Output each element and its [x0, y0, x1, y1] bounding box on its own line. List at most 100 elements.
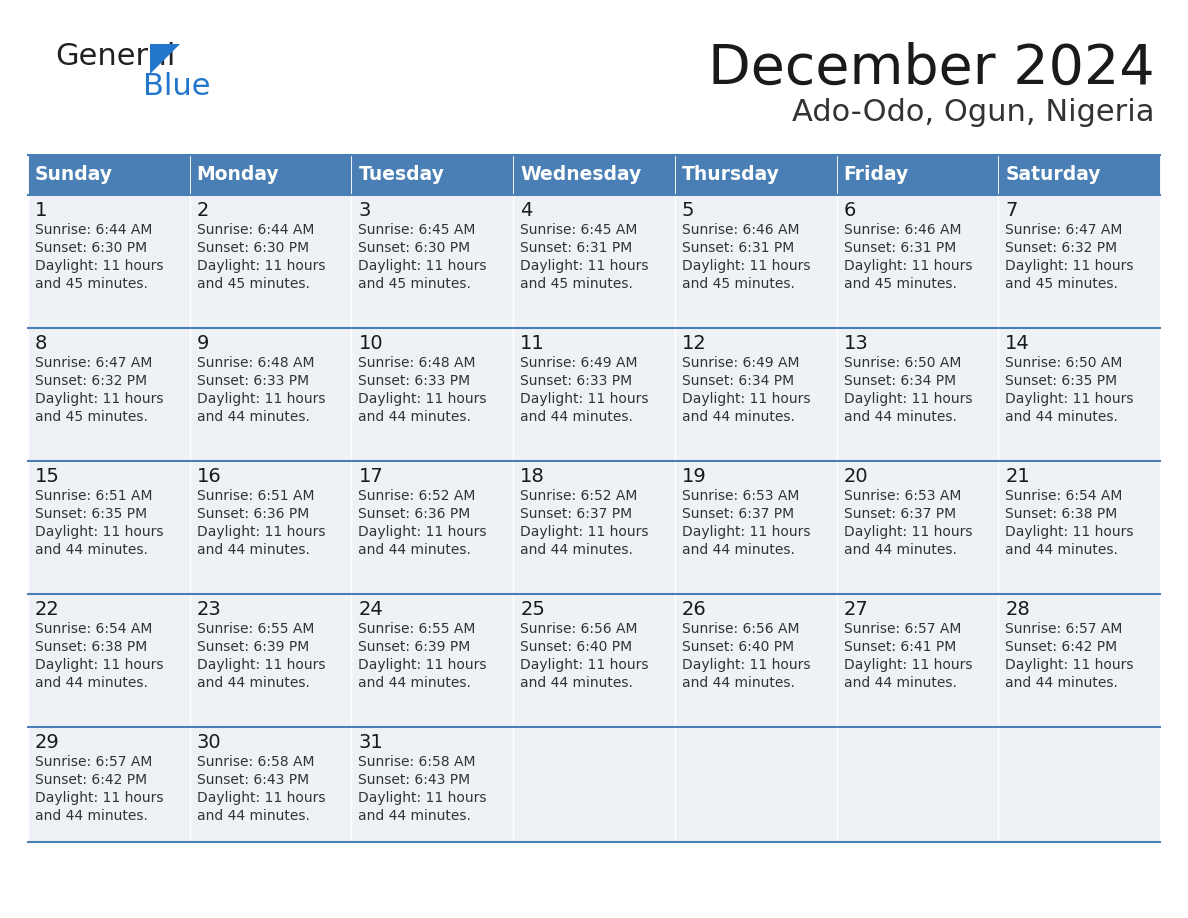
Text: and 44 minutes.: and 44 minutes. [682, 543, 795, 557]
Text: Daylight: 11 hours: Daylight: 11 hours [359, 791, 487, 805]
Text: 25: 25 [520, 600, 545, 619]
Text: Daylight: 11 hours: Daylight: 11 hours [359, 658, 487, 672]
Text: Sunrise: 6:48 AM: Sunrise: 6:48 AM [197, 356, 314, 370]
Text: and 44 minutes.: and 44 minutes. [34, 809, 147, 823]
Text: Daylight: 11 hours: Daylight: 11 hours [682, 658, 810, 672]
Text: Sunrise: 6:50 AM: Sunrise: 6:50 AM [1005, 356, 1123, 370]
Bar [998, 461, 1159, 594]
Text: Sunrise: 6:48 AM: Sunrise: 6:48 AM [359, 356, 476, 370]
Text: Sunset: 6:32 PM: Sunset: 6:32 PM [34, 374, 147, 388]
Text: 29: 29 [34, 733, 59, 752]
Text: Daylight: 11 hours: Daylight: 11 hours [1005, 658, 1133, 672]
Bar [29, 328, 190, 461]
Text: 28: 28 [1005, 600, 1030, 619]
Text: Sunset: 6:34 PM: Sunset: 6:34 PM [682, 374, 794, 388]
Text: 5: 5 [682, 201, 694, 220]
Bar [352, 461, 513, 594]
Text: Sunrise: 6:49 AM: Sunrise: 6:49 AM [520, 356, 638, 370]
Text: Daylight: 11 hours: Daylight: 11 hours [197, 259, 326, 273]
Text: and 44 minutes.: and 44 minutes. [1005, 410, 1118, 424]
Bar [513, 461, 675, 594]
Text: Sunset: 6:33 PM: Sunset: 6:33 PM [359, 374, 470, 388]
Text: Sunrise: 6:52 AM: Sunrise: 6:52 AM [359, 489, 476, 503]
Text: 14: 14 [1005, 334, 1030, 353]
Text: Sunrise: 6:44 AM: Sunrise: 6:44 AM [34, 223, 152, 237]
Text: Sunset: 6:39 PM: Sunset: 6:39 PM [359, 640, 470, 654]
Text: and 44 minutes.: and 44 minutes. [520, 543, 633, 557]
Bar [513, 594, 675, 727]
Text: Daylight: 11 hours: Daylight: 11 hours [682, 392, 810, 406]
Text: Daylight: 11 hours: Daylight: 11 hours [843, 392, 972, 406]
Text: Sunset: 6:34 PM: Sunset: 6:34 PM [843, 374, 955, 388]
Text: Sunset: 6:38 PM: Sunset: 6:38 PM [1005, 507, 1118, 521]
Text: Sunset: 6:35 PM: Sunset: 6:35 PM [1005, 374, 1118, 388]
Bar [998, 195, 1159, 328]
Text: Daylight: 11 hours: Daylight: 11 hours [197, 525, 326, 539]
Bar [836, 328, 998, 461]
Text: 26: 26 [682, 600, 707, 619]
Polygon shape [150, 44, 181, 74]
Text: Sunset: 6:42 PM: Sunset: 6:42 PM [34, 773, 147, 787]
Text: Sunset: 6:33 PM: Sunset: 6:33 PM [520, 374, 632, 388]
Text: and 44 minutes.: and 44 minutes. [34, 676, 147, 690]
Bar [836, 155, 998, 195]
Text: and 45 minutes.: and 45 minutes. [359, 277, 472, 291]
Text: Sunrise: 6:54 AM: Sunrise: 6:54 AM [34, 622, 152, 636]
Bar [352, 328, 513, 461]
Bar [190, 727, 352, 842]
Text: 24: 24 [359, 600, 384, 619]
Text: Sunrise: 6:47 AM: Sunrise: 6:47 AM [34, 356, 152, 370]
Text: 1: 1 [34, 201, 48, 220]
Text: Blue: Blue [143, 72, 210, 101]
Text: Sunrise: 6:52 AM: Sunrise: 6:52 AM [520, 489, 638, 503]
Text: Daylight: 11 hours: Daylight: 11 hours [1005, 525, 1133, 539]
Bar [352, 594, 513, 727]
Text: Tuesday: Tuesday [359, 165, 444, 185]
Text: Sunset: 6:38 PM: Sunset: 6:38 PM [34, 640, 147, 654]
Text: and 45 minutes.: and 45 minutes. [682, 277, 795, 291]
Text: Sunset: 6:33 PM: Sunset: 6:33 PM [197, 374, 309, 388]
Text: 19: 19 [682, 467, 707, 486]
Text: Sunset: 6:35 PM: Sunset: 6:35 PM [34, 507, 147, 521]
Text: Sunset: 6:37 PM: Sunset: 6:37 PM [682, 507, 794, 521]
Text: Daylight: 11 hours: Daylight: 11 hours [34, 658, 164, 672]
Text: Thursday: Thursday [682, 165, 779, 185]
Text: Daylight: 11 hours: Daylight: 11 hours [682, 259, 810, 273]
Bar [190, 195, 352, 328]
Bar [675, 195, 836, 328]
Text: 9: 9 [197, 334, 209, 353]
Bar [513, 195, 675, 328]
Text: and 44 minutes.: and 44 minutes. [359, 543, 472, 557]
Bar [513, 328, 675, 461]
Text: Sunset: 6:37 PM: Sunset: 6:37 PM [520, 507, 632, 521]
Bar [675, 328, 836, 461]
Bar [29, 461, 190, 594]
Text: Sunrise: 6:56 AM: Sunrise: 6:56 AM [682, 622, 800, 636]
Text: Daylight: 11 hours: Daylight: 11 hours [359, 525, 487, 539]
Text: 17: 17 [359, 467, 384, 486]
Text: Daylight: 11 hours: Daylight: 11 hours [682, 525, 810, 539]
Text: and 45 minutes.: and 45 minutes. [843, 277, 956, 291]
Bar [998, 155, 1159, 195]
Text: Sunrise: 6:53 AM: Sunrise: 6:53 AM [682, 489, 800, 503]
Text: 15: 15 [34, 467, 59, 486]
Bar [836, 195, 998, 328]
Text: Sunrise: 6:46 AM: Sunrise: 6:46 AM [682, 223, 800, 237]
Text: 7: 7 [1005, 201, 1018, 220]
Text: Sunrise: 6:47 AM: Sunrise: 6:47 AM [1005, 223, 1123, 237]
Text: 21: 21 [1005, 467, 1030, 486]
Text: 18: 18 [520, 467, 545, 486]
Text: 10: 10 [359, 334, 383, 353]
Text: and 44 minutes.: and 44 minutes. [843, 676, 956, 690]
Text: Sunset: 6:30 PM: Sunset: 6:30 PM [34, 241, 147, 255]
Bar [190, 328, 352, 461]
Text: Sunset: 6:36 PM: Sunset: 6:36 PM [197, 507, 309, 521]
Text: Sunset: 6:30 PM: Sunset: 6:30 PM [359, 241, 470, 255]
Text: Sunrise: 6:44 AM: Sunrise: 6:44 AM [197, 223, 314, 237]
Bar [998, 328, 1159, 461]
Text: Sunset: 6:39 PM: Sunset: 6:39 PM [197, 640, 309, 654]
Text: Sunrise: 6:49 AM: Sunrise: 6:49 AM [682, 356, 800, 370]
Text: Daylight: 11 hours: Daylight: 11 hours [34, 392, 164, 406]
Bar [190, 461, 352, 594]
Text: Wednesday: Wednesday [520, 165, 642, 185]
